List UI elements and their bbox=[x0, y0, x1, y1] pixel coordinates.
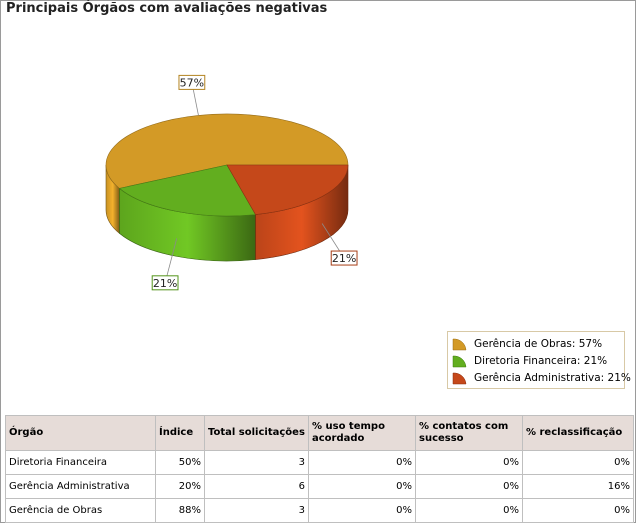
column-header[interactable]: Índice bbox=[155, 415, 205, 451]
table-cell: 0% bbox=[522, 450, 634, 475]
column-header[interactable]: % uso tempo acordado bbox=[308, 415, 416, 451]
table-cell: Gerência Administrativa bbox=[5, 474, 156, 499]
legend-swatch-icon bbox=[452, 355, 467, 368]
table-cell: 3 bbox=[204, 450, 309, 475]
chart-legend: Gerência de Obras: 57% Diretoria Finance… bbox=[447, 331, 631, 389]
legend-swatch bbox=[452, 355, 467, 368]
data-table: Órgão Índice Total solicitações % uso te… bbox=[5, 415, 634, 523]
table-cell: Gerência de Obras bbox=[5, 498, 156, 523]
table-cell: 0% bbox=[415, 450, 523, 475]
table-cell: 0% bbox=[415, 498, 523, 523]
pie-slice[interactable] bbox=[105, 113, 349, 189]
table-row[interactable]: Gerência Administrativa 20% 6 0% 0% 16% bbox=[5, 474, 634, 499]
legend-label: Diretoria Financeira: 21% bbox=[474, 355, 608, 367]
table-cell: 88% bbox=[155, 498, 205, 523]
table-cell: 0% bbox=[308, 474, 416, 499]
table-cell: 0% bbox=[308, 498, 416, 523]
data-label: 21% bbox=[153, 277, 177, 290]
column-header[interactable]: Total solicitações bbox=[204, 415, 309, 451]
table-row[interactable]: Diretoria Financeira 50% 3 0% 0% 0% bbox=[5, 450, 634, 475]
pie-slice[interactable] bbox=[226, 164, 349, 215]
legend-swatch bbox=[452, 338, 467, 351]
legend-swatch-icon bbox=[452, 372, 467, 385]
table-row[interactable]: Gerência de Obras 88% 3 0% 0% 0% bbox=[5, 498, 634, 523]
table-cell: 0% bbox=[522, 498, 634, 523]
data-label: 57% bbox=[180, 76, 204, 89]
column-header[interactable]: Órgão bbox=[5, 415, 156, 451]
data-label-box bbox=[151, 275, 179, 291]
data-label-box bbox=[178, 74, 206, 90]
data-label: 21% bbox=[332, 252, 356, 265]
table-cell: 16% bbox=[522, 474, 634, 499]
legend-swatch bbox=[452, 372, 467, 385]
table-cell: 0% bbox=[308, 450, 416, 475]
chart-title: Principais Órgãos com avaliações negativ… bbox=[6, 1, 328, 16]
table-header-row: Órgão Índice Total solicitações % uso te… bbox=[5, 415, 634, 451]
table-cell: 0% bbox=[415, 474, 523, 499]
table-cell: 6 bbox=[204, 474, 309, 499]
pie-chart: 57% 21% 21% bbox=[105, 74, 358, 291]
column-header[interactable]: % contatos com sucesso bbox=[415, 415, 523, 451]
legend-label: Gerência de Obras: 57% bbox=[474, 338, 603, 350]
legend-label: Gerência Administrativa: 21% bbox=[474, 372, 631, 384]
legend-swatch-icon bbox=[452, 338, 467, 351]
pie-slice[interactable] bbox=[118, 164, 257, 217]
table-cell: 20% bbox=[155, 474, 205, 499]
table-cell: 50% bbox=[155, 450, 205, 475]
table-cell: 3 bbox=[204, 498, 309, 523]
column-header[interactable]: % reclassificação bbox=[522, 415, 634, 451]
table-cell: Diretoria Financeira bbox=[5, 450, 156, 475]
data-label-box bbox=[330, 250, 358, 266]
